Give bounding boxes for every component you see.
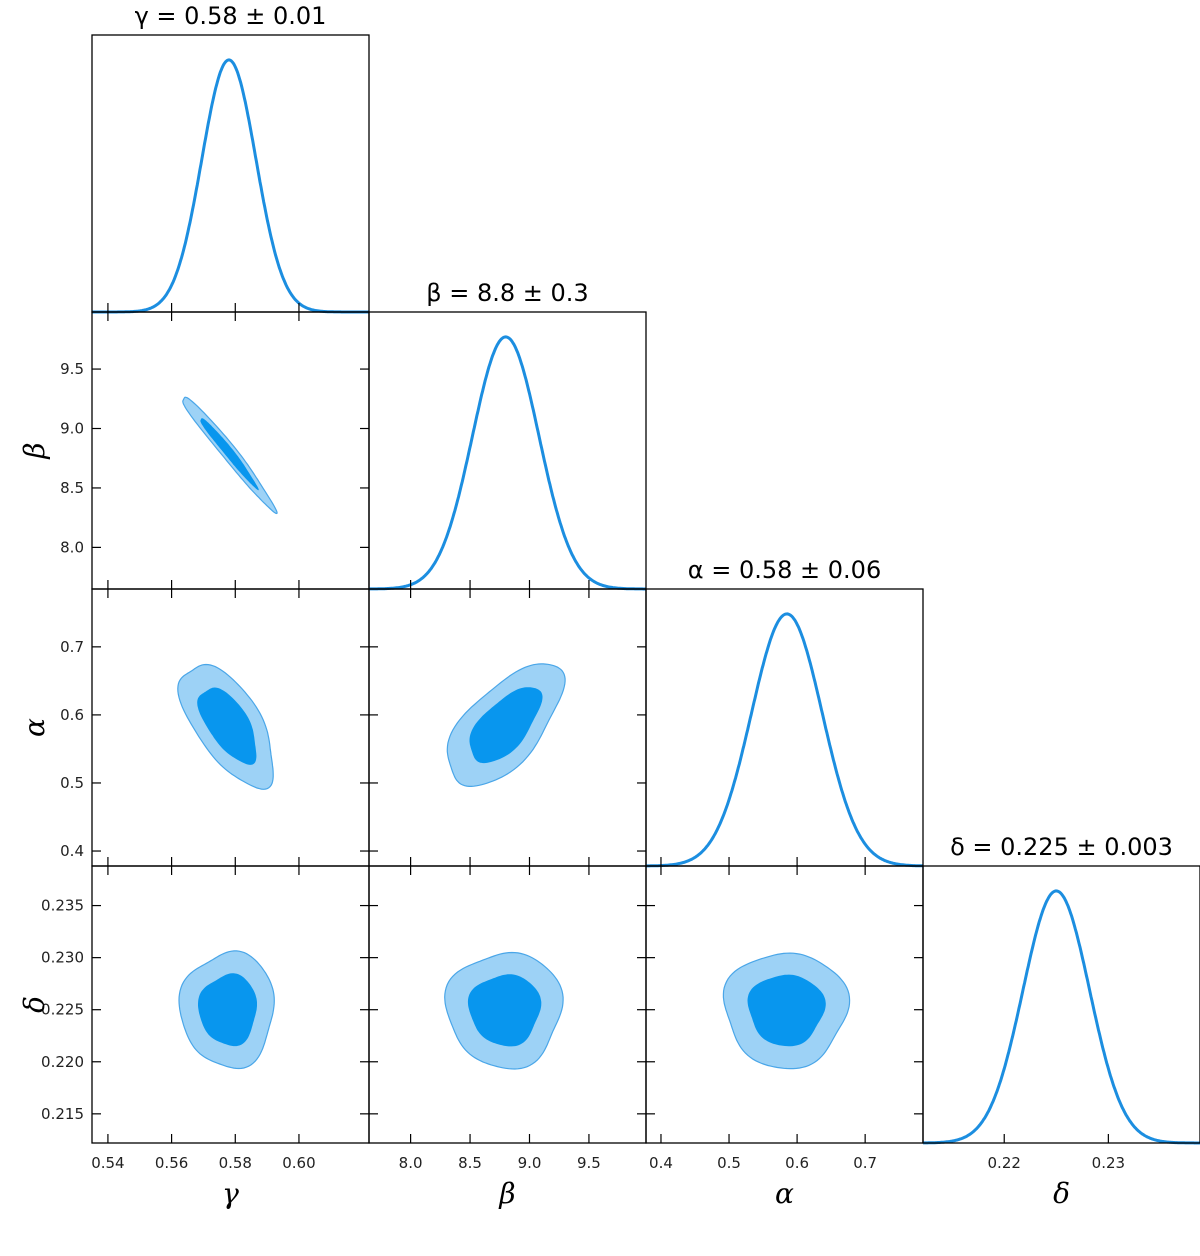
- ylabel-alpha: α: [18, 718, 51, 737]
- xtick-label-gamma: 0.56: [155, 1154, 188, 1172]
- panel-alpha-beta: [368, 588, 647, 867]
- ytick-label-alpha: 0.6: [60, 706, 84, 724]
- xlabel-delta: δ: [1053, 1177, 1070, 1210]
- ytick-label-delta: 0.215: [41, 1105, 84, 1123]
- panel-gamma-gamma: γ = 0.58 ± 0.01: [91, 2, 370, 314]
- panel-delta-alpha: [645, 865, 924, 1144]
- ytick-label-beta: 8.5: [60, 479, 84, 497]
- xtick-label-gamma: 0.58: [219, 1154, 252, 1172]
- xtick-label-delta: 0.22: [988, 1154, 1021, 1172]
- contour-68-beta-gamma: [200, 418, 259, 491]
- panel-delta-gamma: [91, 865, 370, 1144]
- marginal-title-gamma: γ = 0.58 ± 0.01: [135, 2, 327, 30]
- xtick-label-delta: 0.23: [1092, 1154, 1125, 1172]
- marginal-title-alpha: α = 0.58 ± 0.06: [688, 556, 881, 584]
- xlabel-gamma: γ: [222, 1177, 239, 1210]
- panel-delta-delta: δ = 0.225 ± 0.003: [922, 833, 1200, 1145]
- panel-delta-beta: [368, 865, 647, 1144]
- pdf-curve-beta: [368, 335, 647, 591]
- panel-frame: [922, 865, 1200, 1144]
- ytick-label-delta: 0.235: [41, 897, 84, 915]
- ytick-label-beta: 9.5: [60, 360, 84, 378]
- panel-frame: [368, 311, 647, 590]
- xtick-label-gamma: 0.54: [91, 1154, 124, 1172]
- xtick-label-alpha: 0.6: [785, 1154, 809, 1172]
- xtick-label-alpha: 0.4: [649, 1154, 673, 1172]
- panel-alpha-alpha: α = 0.58 ± 0.06: [645, 556, 924, 868]
- ytick-label-beta: 8.0: [60, 538, 84, 556]
- contour-68-delta-beta: [467, 974, 542, 1047]
- ytick-label-delta: 0.225: [41, 1001, 84, 1019]
- contour-68-alpha-gamma: [197, 687, 257, 765]
- pdf-curve-delta: [922, 889, 1200, 1145]
- ytick-label-alpha: 0.5: [60, 774, 84, 792]
- xtick-label-alpha: 0.7: [853, 1154, 877, 1172]
- xtick-label-beta: 8.0: [399, 1154, 423, 1172]
- contour-68-delta-gamma: [198, 973, 257, 1047]
- panel-frame: [91, 34, 370, 313]
- xtick-label-beta: 8.5: [458, 1154, 482, 1172]
- pdf-curve-gamma: [91, 58, 370, 314]
- marginal-title-delta: δ = 0.225 ± 0.003: [950, 833, 1173, 861]
- ylabel-beta: β: [18, 442, 51, 459]
- ytick-label-alpha: 0.7: [60, 638, 84, 656]
- ylabel-delta: δ: [18, 996, 51, 1013]
- ytick-label-alpha: 0.4: [60, 842, 84, 860]
- panel-beta-beta: β = 8.8 ± 0.3: [368, 279, 647, 591]
- xlabel-beta: β: [498, 1177, 515, 1210]
- pdf-curve-alpha: [645, 612, 924, 868]
- xtick-label-alpha: 0.5: [717, 1154, 741, 1172]
- ytick-label-beta: 9.0: [60, 420, 84, 438]
- marginal-title-beta: β = 8.8 ± 0.3: [426, 279, 588, 307]
- panel-alpha-gamma: [91, 588, 370, 867]
- xtick-label-beta: 9.0: [518, 1154, 542, 1172]
- panel-frame: [645, 588, 924, 867]
- xlabel-alpha: α: [775, 1177, 794, 1210]
- panel-beta-gamma: [91, 311, 370, 590]
- xtick-label-gamma: 0.60: [282, 1154, 315, 1172]
- xtick-label-beta: 9.5: [577, 1154, 601, 1172]
- contour-68-alpha-beta: [469, 687, 543, 764]
- contour-68-delta-alpha: [747, 974, 826, 1047]
- ytick-label-delta: 0.230: [41, 949, 84, 967]
- ytick-label-delta: 0.220: [41, 1053, 84, 1071]
